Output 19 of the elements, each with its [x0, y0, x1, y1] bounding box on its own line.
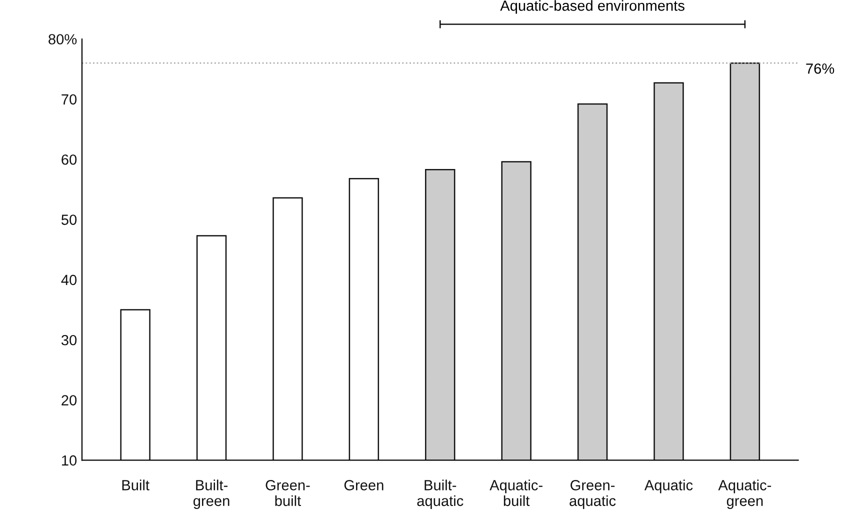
x-tick-label: Aquatic: [644, 480, 693, 494]
text: Aquatic-based environments: [500, 0, 684, 14]
y-tick-label: 40: [61, 274, 77, 286]
x-tick-label: Green- built: [266, 480, 310, 506]
y-tick-label: 20: [62, 395, 77, 406]
y-tick-label: 10: [62, 455, 77, 466]
x-tick-label: Built- aquatic: [417, 480, 464, 509]
ref-line-label: 76%: [806, 63, 834, 74]
x-tick-label: Green- aquatic: [570, 480, 616, 509]
x-tick-label: Green: [344, 480, 384, 490]
y-tick-label: 60: [62, 154, 77, 165]
y-tick-label: 30: [61, 334, 77, 346]
y-tick-label: 80%: [48, 34, 77, 44]
x-tick-label: Aquatic- green: [718, 480, 772, 509]
x-tick-label: Built- green: [193, 480, 230, 509]
x-tick-label: Aquatic- built: [490, 480, 542, 506]
x-tick-label: Built: [122, 480, 150, 490]
y-tick-label: 50: [61, 214, 77, 225]
y-tick-label: 70: [62, 94, 77, 105]
